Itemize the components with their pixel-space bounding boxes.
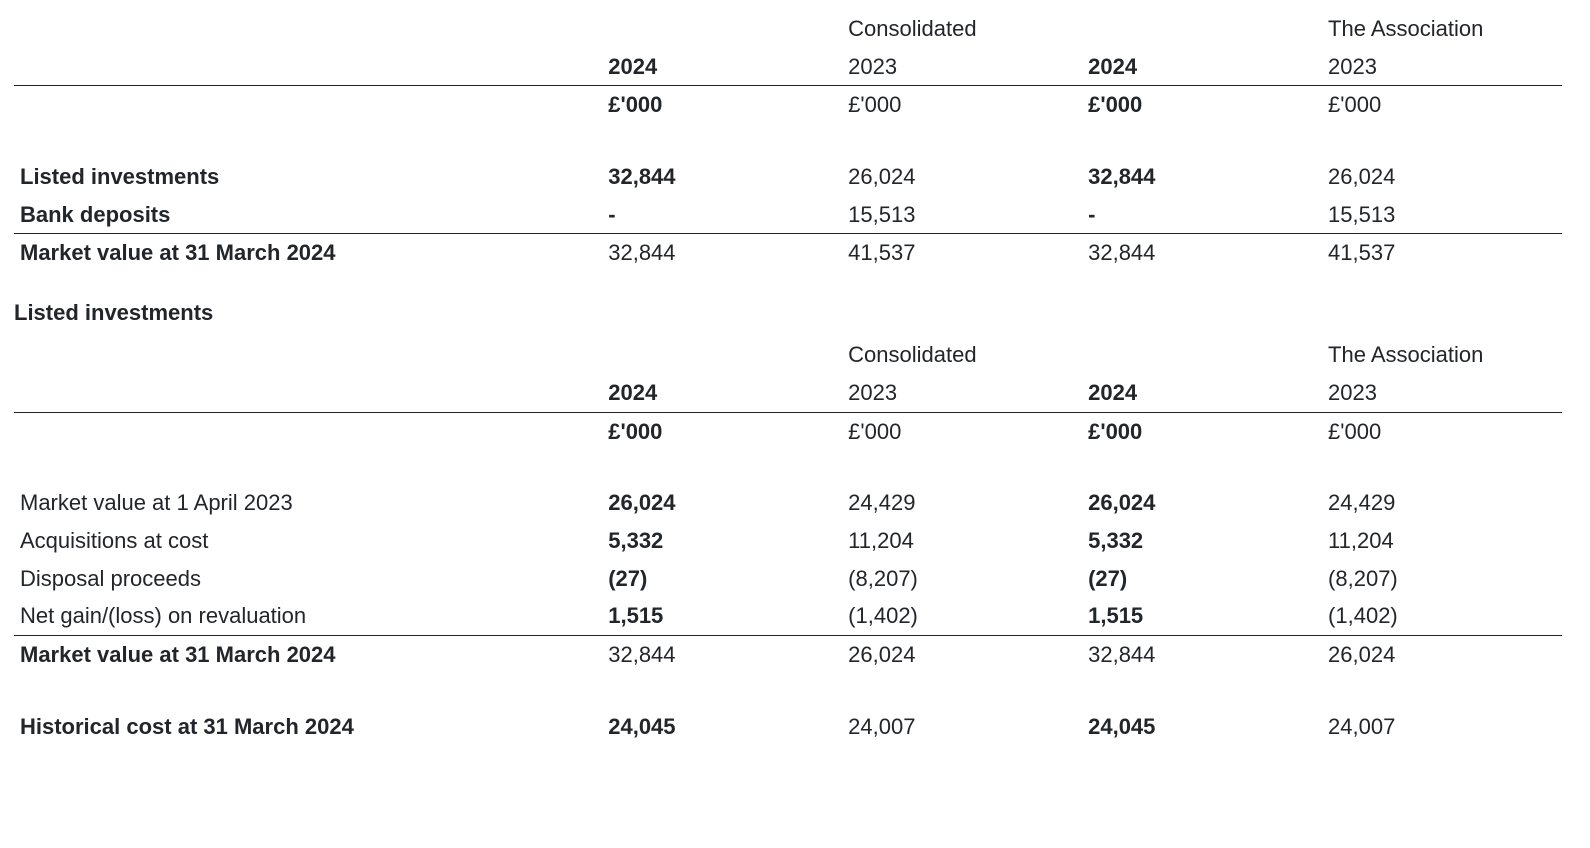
row-label-mv-open: Market value at 1 April 2023 [14,484,602,522]
cell-value: 26,024 [842,158,1082,196]
year-2024: 2024 [1082,48,1322,86]
row-label-mv-close: Market value at 31 March 2024 [14,635,602,673]
cell-value: 11,204 [1322,522,1562,560]
cell-value: 26,024 [842,635,1082,673]
cell-value: 24,429 [1322,484,1562,522]
cell-value: 24,007 [842,708,1082,746]
table-row: Bank deposits - 15,513 - 15,513 [14,196,1562,234]
row-label-disposals: Disposal proceeds [14,560,602,598]
units-label: £'000 [1082,412,1322,450]
table-row: Market value at 1 April 2023 26,024 24,4… [14,484,1562,522]
cell-value: (27) [1082,560,1322,598]
group-header-association: The Association [1322,10,1562,48]
row-label-revaluation: Net gain/(loss) on revaluation [14,597,602,635]
cell-value: (1,402) [1322,597,1562,635]
cell-value: 26,024 [1322,635,1562,673]
cell-value: 1,515 [1082,597,1322,635]
table-row: Disposal proceeds (27) (8,207) (27) (8,2… [14,560,1562,598]
group-header-consolidated: Consolidated [842,336,1082,374]
cell-value: (8,207) [1322,560,1562,598]
cell-value: 32,844 [602,158,842,196]
units-label: £'000 [602,412,842,450]
table-row: Net gain/(loss) on revaluation 1,515 (1,… [14,597,1562,635]
units-label: £'000 [602,86,842,124]
table-row: £'000 £'000 £'000 £'000 [14,86,1562,124]
year-2024: 2024 [602,374,842,412]
year-2024: 2024 [1082,374,1322,412]
table-row: Historical cost at 31 March 2024 24,045 … [14,708,1562,746]
cell-value: 24,045 [1082,708,1322,746]
cell-value: 32,844 [602,635,842,673]
cell-value: 1,515 [602,597,842,635]
cell-value: 32,844 [1082,234,1322,272]
group-header-consolidated: Consolidated [842,10,1082,48]
row-label-bank-deposits: Bank deposits [14,196,602,234]
cell-value: 24,007 [1322,708,1562,746]
year-2023: 2023 [842,48,1082,86]
cell-value: 41,537 [1322,234,1562,272]
cell-value: 24,045 [602,708,842,746]
units-label: £'000 [842,86,1082,124]
table-row: Acquisitions at cost 5,332 11,204 5,332 … [14,522,1562,560]
year-2024: 2024 [602,48,842,86]
row-label-historical-cost: Historical cost at 31 March 2024 [14,708,602,746]
cell-value: 41,537 [842,234,1082,272]
units-label: £'000 [1322,412,1562,450]
cell-value: 26,024 [1082,484,1322,522]
cell-value: 15,513 [1322,196,1562,234]
cell-value: (1,402) [842,597,1082,635]
units-label: £'000 [1082,86,1322,124]
cell-value: 11,204 [842,522,1082,560]
cell-value: 32,844 [1082,158,1322,196]
table-row: Listed investments 32,844 26,024 32,844 … [14,158,1562,196]
cell-value: (8,207) [842,560,1082,598]
table-row: Market value at 31 March 2024 32,844 41,… [14,234,1562,272]
cell-value: 32,844 [602,234,842,272]
cell-value: 5,332 [602,522,842,560]
units-label: £'000 [842,412,1082,450]
cell-value: 24,429 [842,484,1082,522]
table-row: Consolidated The Association [14,336,1562,374]
cell-value: 32,844 [1082,635,1322,673]
table-row: 2024 2023 2024 2023 [14,374,1562,412]
table-row: 2024 2023 2024 2023 [14,48,1562,86]
cell-value: - [602,196,842,234]
row-label-acquisitions: Acquisitions at cost [14,522,602,560]
group-header-association: The Association [1322,336,1562,374]
cell-value: 15,513 [842,196,1082,234]
table-row: Market value at 31 March 2024 32,844 26,… [14,635,1562,673]
table-row: Consolidated The Association [14,10,1562,48]
cell-value: 5,332 [1082,522,1322,560]
year-2023: 2023 [1322,48,1562,86]
year-2023: 2023 [1322,374,1562,412]
year-2023: 2023 [842,374,1082,412]
table-row: £'000 £'000 £'000 £'000 [14,412,1562,450]
listed-investments-movement-table: Consolidated The Association 2024 2023 2… [14,336,1562,745]
cell-value: - [1082,196,1322,234]
units-label: £'000 [1322,86,1562,124]
row-label-listed-investments: Listed investments [14,158,602,196]
cell-value: 26,024 [602,484,842,522]
row-label-market-value: Market value at 31 March 2024 [14,234,602,272]
cell-value: (27) [602,560,842,598]
investments-summary-table: Consolidated The Association 2024 2023 2… [14,10,1562,272]
section-title-listed-investments: Listed investments [14,272,1562,336]
cell-value: 26,024 [1322,158,1562,196]
